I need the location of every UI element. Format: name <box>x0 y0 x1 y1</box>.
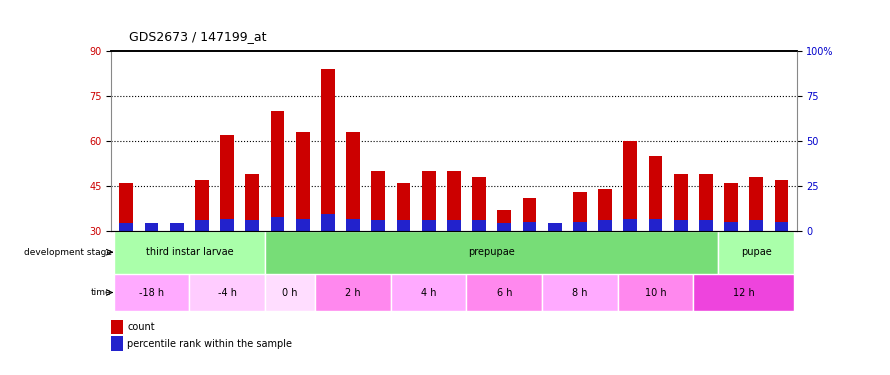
Bar <box>220 219 234 231</box>
Bar <box>246 220 259 231</box>
Bar <box>119 183 134 231</box>
Bar <box>724 222 738 231</box>
Bar <box>265 274 315 311</box>
Bar <box>598 189 612 231</box>
Bar <box>391 274 466 311</box>
Bar <box>170 228 183 231</box>
Bar <box>195 180 209 231</box>
Text: percentile rank within the sample: percentile rank within the sample <box>127 339 292 349</box>
Bar <box>674 220 688 231</box>
Text: -4 h: -4 h <box>218 288 237 297</box>
Bar <box>547 223 562 231</box>
Bar <box>422 171 435 231</box>
Bar <box>295 219 310 231</box>
Text: prepupae: prepupae <box>468 247 515 257</box>
Text: 10 h: 10 h <box>644 288 667 297</box>
Bar <box>649 219 662 231</box>
Bar <box>246 174 259 231</box>
Bar <box>693 274 794 311</box>
Bar <box>265 231 718 274</box>
Bar <box>315 274 391 311</box>
Bar <box>749 220 763 231</box>
Bar <box>346 219 360 231</box>
Bar <box>397 183 410 231</box>
Bar <box>774 180 789 231</box>
Bar <box>623 219 637 231</box>
Bar <box>447 220 461 231</box>
Bar <box>623 141 637 231</box>
Bar <box>542 274 618 311</box>
Bar <box>522 222 537 231</box>
Bar <box>498 223 511 231</box>
Bar <box>346 132 360 231</box>
Text: pupae: pupae <box>740 247 772 257</box>
Bar <box>718 231 794 274</box>
Bar <box>724 183 738 231</box>
Bar <box>473 177 486 231</box>
Text: 6 h: 6 h <box>497 288 512 297</box>
Bar <box>170 223 183 231</box>
Bar <box>321 69 335 231</box>
Bar <box>774 222 789 231</box>
Bar <box>422 220 435 231</box>
Bar <box>498 210 511 231</box>
Bar <box>371 171 385 231</box>
Bar <box>447 171 461 231</box>
Bar <box>371 220 385 231</box>
Text: GDS2673 / 147199_at: GDS2673 / 147199_at <box>129 30 266 43</box>
Text: 8 h: 8 h <box>572 288 587 297</box>
Bar <box>119 223 134 231</box>
Bar <box>321 214 335 231</box>
Text: development stage: development stage <box>23 248 111 256</box>
Text: count: count <box>127 322 155 332</box>
Bar <box>271 217 285 231</box>
Bar <box>547 228 562 231</box>
Bar <box>618 274 693 311</box>
Bar <box>195 220 209 231</box>
Bar <box>190 274 265 311</box>
Bar <box>573 192 587 231</box>
Text: 4 h: 4 h <box>421 288 436 297</box>
Bar <box>114 274 190 311</box>
Bar <box>114 231 265 274</box>
Bar <box>699 174 713 231</box>
Bar <box>749 177 763 231</box>
Text: third instar larvae: third instar larvae <box>146 247 233 257</box>
Bar <box>295 132 310 231</box>
Bar <box>271 111 285 231</box>
Bar <box>522 198 537 231</box>
Bar <box>466 274 542 311</box>
Bar <box>145 223 158 231</box>
Text: 12 h: 12 h <box>732 288 755 297</box>
Text: -18 h: -18 h <box>139 288 164 297</box>
Bar <box>473 220 486 231</box>
Text: time: time <box>91 288 111 297</box>
Text: 2 h: 2 h <box>345 288 361 297</box>
Bar <box>397 220 410 231</box>
Bar <box>220 135 234 231</box>
Text: 0 h: 0 h <box>282 288 298 297</box>
Bar <box>598 220 612 231</box>
Bar <box>573 222 587 231</box>
Bar <box>699 220 713 231</box>
Bar <box>649 156 662 231</box>
Bar <box>145 228 158 231</box>
Bar <box>674 174 688 231</box>
